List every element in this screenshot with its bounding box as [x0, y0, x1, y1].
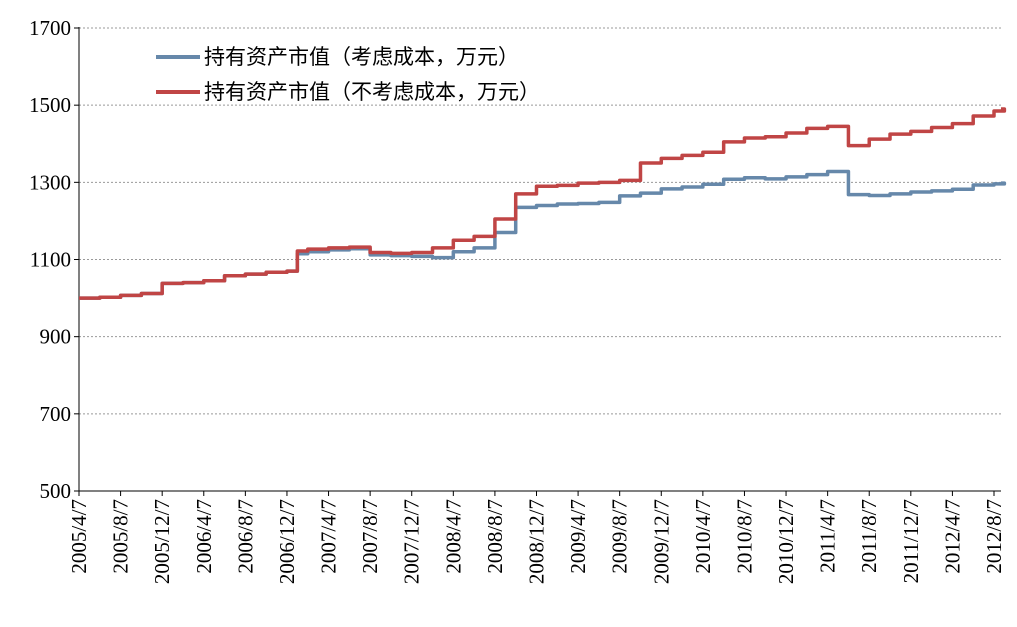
- x-tick-label: 2007/12/7: [400, 499, 424, 584]
- y-axis-tick-labels: 500 700 900 1100 1300 1500 1700: [29, 16, 71, 503]
- x-tick-label: 2007/4/7: [317, 499, 341, 574]
- x-tick-label: 2009/12/7: [649, 499, 673, 584]
- y-tick-label: 1300: [29, 170, 71, 194]
- legend: 持有资产市值（考虑成本，万元） 持有资产市值（不考虑成本，万元）: [156, 45, 540, 104]
- legend-label-series-1: 持有资产市值（考虑成本，万元）: [204, 45, 519, 69]
- y-tick-label: 1700: [29, 16, 71, 40]
- x-tick-label: 2005/4/7: [67, 499, 91, 574]
- y-tick-label: 700: [40, 402, 72, 426]
- y-tick-label: 1500: [29, 93, 71, 117]
- x-tick-label: 2007/8/7: [358, 499, 382, 574]
- x-tick-label: 2011/8/7: [857, 499, 881, 573]
- gridlines: [79, 27, 1001, 415]
- x-tick-label: 2008/4/7: [441, 499, 465, 574]
- x-tick-label: 2006/12/7: [275, 499, 299, 584]
- y-tick-label: 1100: [30, 248, 71, 272]
- x-tick-label: 2008/12/7: [525, 499, 549, 584]
- series-line-2: [79, 107, 1007, 300]
- x-tick-label: 2006/4/7: [192, 499, 216, 574]
- x-tick-label: 2009/8/7: [608, 499, 632, 574]
- x-tick-label: 2012/4/7: [940, 499, 964, 574]
- x-tick-label: 2010/8/7: [732, 499, 756, 574]
- legend-label-series-2: 持有资产市值（不考虑成本，万元）: [204, 80, 540, 104]
- x-tick-label: 2005/12/7: [150, 499, 174, 584]
- x-tick-label: 2012/8/7: [982, 499, 1006, 574]
- y-tick-label: 500: [40, 479, 72, 503]
- x-tick-label: 2011/12/7: [899, 499, 923, 583]
- x-tick-label: 2010/12/7: [774, 499, 798, 584]
- x-tick-label: 2011/4/7: [816, 499, 840, 573]
- x-tick-label: 2009/4/7: [566, 499, 590, 574]
- x-tick-label: 2010/4/7: [691, 499, 715, 574]
- y-tick-label: 900: [40, 325, 72, 349]
- x-tick-label: 2006/8/7: [233, 499, 257, 574]
- series-lines: [79, 107, 1007, 300]
- x-tick-label: 2005/8/7: [109, 499, 133, 574]
- x-axis-tick-labels: 2005/4/7 2005/8/7 2005/12/7 2006/4/7 2006/8/…: [67, 499, 1006, 584]
- axes: [74, 27, 1001, 496]
- x-tick-label: 2008/8/7: [483, 499, 507, 574]
